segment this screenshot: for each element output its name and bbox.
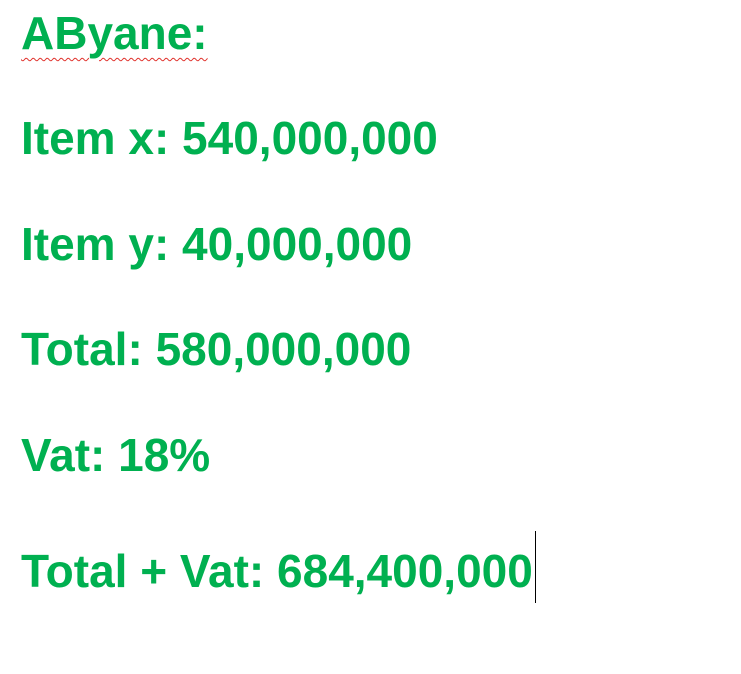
total-line: Total: 580,000,000 (21, 323, 412, 375)
item-y-line: Item y: 40,000,000 (21, 218, 413, 270)
spellcheck-flagged-word[interactable]: AByane: (21, 7, 208, 59)
text-cursor (534, 531, 536, 603)
total-plus-vat-line-wrapper: Total + Vat: 684,400,000 (21, 531, 536, 603)
document-heading: AByane: (21, 5, 208, 61)
vat-line: Vat: 18% (21, 429, 211, 481)
item-x-line: Item x: 540,000,000 (21, 112, 438, 164)
total-plus-vat-line: Total + Vat: 684,400,000 (21, 545, 533, 597)
